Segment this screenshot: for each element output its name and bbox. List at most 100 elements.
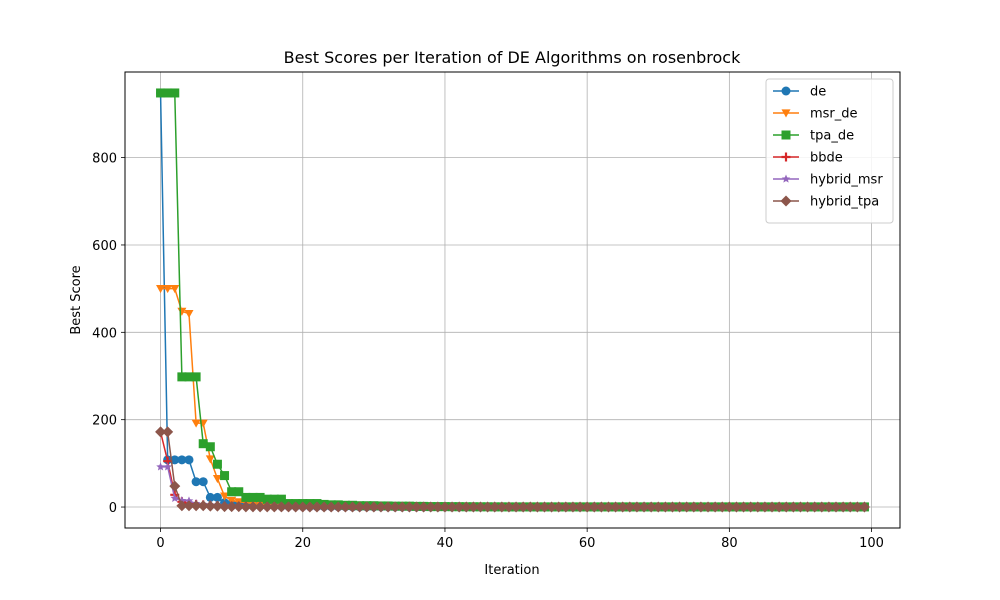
data-point xyxy=(227,487,237,497)
data-point xyxy=(851,501,863,513)
data-point xyxy=(538,501,550,513)
x-tick-label: 80 xyxy=(721,536,738,551)
data-point xyxy=(588,501,600,513)
data-point xyxy=(688,501,700,513)
y-axis-label: Best Score xyxy=(69,265,84,334)
data-point xyxy=(375,501,387,513)
data-point xyxy=(155,426,167,438)
data-point xyxy=(567,501,579,513)
data-point xyxy=(787,501,799,513)
data-point xyxy=(205,492,215,502)
data-point xyxy=(475,501,487,513)
legend-label-tpa_de: tpa_de xyxy=(810,129,854,144)
data-point xyxy=(745,501,757,513)
data-point xyxy=(247,501,259,513)
x-tick-label: 40 xyxy=(437,536,454,551)
legend-label-de: de xyxy=(810,85,826,100)
data-point xyxy=(531,501,543,513)
legend-marker xyxy=(781,109,791,118)
y-tick-label: 800 xyxy=(92,152,117,167)
data-point xyxy=(453,501,465,513)
data-point xyxy=(275,501,287,513)
data-point xyxy=(184,455,194,465)
data-point xyxy=(304,501,316,513)
plot-frame xyxy=(124,71,901,529)
data-point xyxy=(325,501,337,513)
data-point xyxy=(163,285,173,294)
series-hybrid_tpa xyxy=(155,426,870,513)
data-point xyxy=(211,500,223,512)
data-point xyxy=(354,501,366,513)
data-point xyxy=(631,501,643,513)
data-point xyxy=(553,501,565,513)
legend-marker xyxy=(781,152,791,162)
data-point xyxy=(425,501,437,513)
data-point xyxy=(276,494,286,504)
data-point xyxy=(581,501,593,513)
data-point xyxy=(503,501,515,513)
data-point xyxy=(617,501,629,513)
data-point xyxy=(382,501,394,513)
data-point xyxy=(170,493,180,502)
data-point xyxy=(311,501,323,513)
data-point xyxy=(730,501,742,513)
legend-marker xyxy=(781,130,791,140)
data-point xyxy=(773,501,785,513)
data-point xyxy=(177,455,187,465)
data-point xyxy=(205,455,215,464)
data-point xyxy=(191,419,201,428)
data-point xyxy=(198,439,208,449)
data-point xyxy=(190,500,202,512)
data-point xyxy=(396,501,408,513)
data-point xyxy=(163,88,173,98)
data-point xyxy=(297,501,309,513)
legend-label-hybrid_msr: hybrid_msr xyxy=(810,173,883,188)
data-point xyxy=(220,471,230,481)
data-point xyxy=(858,501,870,513)
legend-label-msr_de: msr_de xyxy=(810,107,858,122)
data-point xyxy=(709,501,721,513)
data-point xyxy=(361,501,373,513)
data-point xyxy=(681,501,693,513)
data-point xyxy=(169,480,181,492)
data-point xyxy=(738,501,750,513)
data-point xyxy=(794,501,806,513)
data-point xyxy=(595,501,607,513)
data-point xyxy=(318,501,330,513)
data-point xyxy=(823,501,835,513)
data-point xyxy=(816,501,828,513)
data-point xyxy=(602,501,614,513)
legend-box xyxy=(765,78,894,224)
legend-marker xyxy=(780,195,792,207)
data-point xyxy=(191,372,201,382)
data-point xyxy=(411,501,423,513)
data-point xyxy=(347,501,359,513)
x-tick-label: 20 xyxy=(294,536,311,551)
data-point xyxy=(254,501,266,513)
data-point xyxy=(460,501,472,513)
data-point xyxy=(844,501,856,513)
data-point xyxy=(283,501,295,513)
data-point xyxy=(290,501,302,513)
data-point xyxy=(780,501,792,513)
data-point xyxy=(262,494,272,504)
data-point xyxy=(496,501,508,513)
data-point xyxy=(723,501,735,513)
data-point xyxy=(702,501,714,513)
data-point xyxy=(695,501,707,513)
data-point xyxy=(837,501,849,513)
data-point xyxy=(170,455,180,465)
data-point xyxy=(184,309,194,319)
data-point xyxy=(368,501,380,513)
data-point xyxy=(212,459,222,469)
data-point xyxy=(255,492,265,502)
data-point xyxy=(766,501,778,513)
data-point xyxy=(156,88,166,98)
data-point xyxy=(759,501,771,513)
chart-title: Best Scores per Iteration of DE Algorith… xyxy=(284,48,741,67)
data-point xyxy=(269,494,279,504)
data-point xyxy=(638,501,650,513)
data-point xyxy=(439,501,451,513)
